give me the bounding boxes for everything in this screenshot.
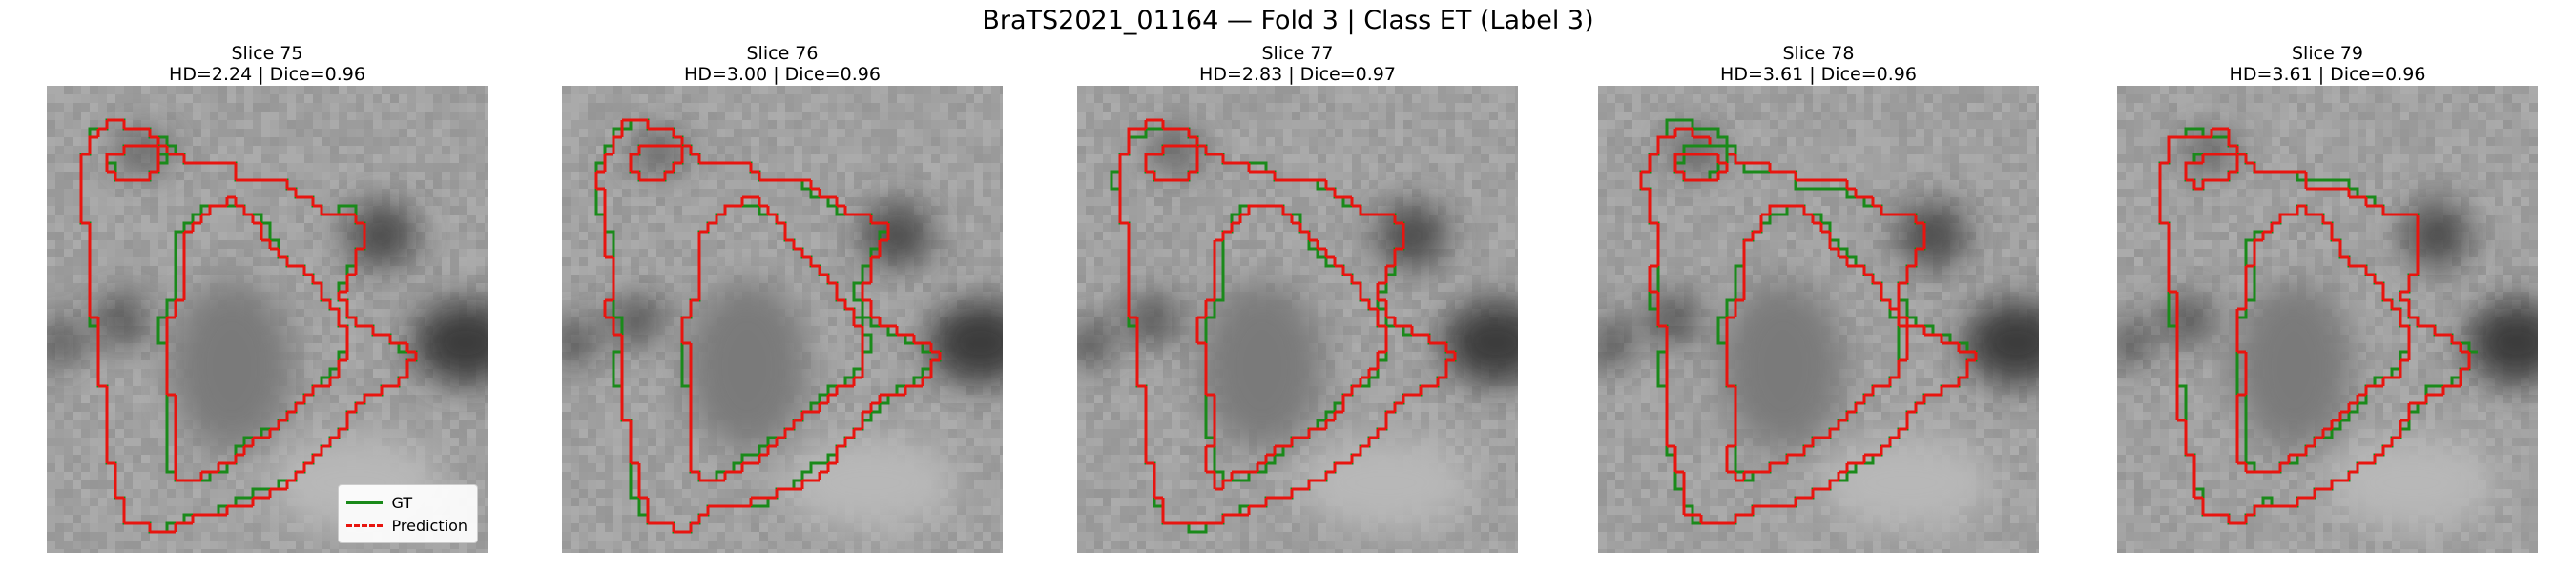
- mri-overlay: [1077, 86, 1518, 553]
- mri-slice-image: [2117, 86, 2538, 553]
- prediction-contour-outer: [1118, 118, 1457, 525]
- prediction-contour-satellite: [2184, 153, 2239, 191]
- slice-metrics: HD=3.61 | Dice=0.96: [1720, 64, 1917, 85]
- legend-entry-prediction: Prediction: [345, 514, 467, 537]
- prediction-contour-inner: [2235, 204, 2411, 474]
- slice-label: Slice 79: [2292, 43, 2363, 64]
- legend-label-prediction: Prediction: [391, 516, 467, 535]
- legend-swatch-gt: [345, 500, 383, 504]
- prediction-contour-inner: [1725, 204, 1909, 482]
- slice-label: Slice 77: [1261, 43, 1334, 64]
- mri-overlay: [1598, 86, 2039, 553]
- prediction-contour-satellite: [1673, 153, 1729, 182]
- slice-label: Slice 76: [746, 43, 819, 64]
- prediction-contour-outer: [2158, 127, 2471, 525]
- slice-metrics: HD=2.24 | Dice=0.96: [169, 64, 365, 85]
- legend-swatch-prediction: [345, 523, 383, 527]
- prediction-contour-outer: [1639, 127, 1978, 525]
- slice-label: Slice 78: [1782, 43, 1855, 64]
- mri-slice-image: [562, 86, 1003, 553]
- slice-metrics: HD=2.83 | Dice=0.97: [1199, 64, 1396, 85]
- prediction-contour-inner: [680, 195, 864, 482]
- legend: GT Prediction: [337, 484, 478, 543]
- prediction-contour-satellite: [105, 144, 160, 182]
- mri-slice-image: GT Prediction: [47, 86, 488, 553]
- prediction-contour-outer: [79, 118, 418, 534]
- mri-slice-image: [1077, 86, 1518, 553]
- mri-overlay: [562, 86, 1003, 553]
- prediction-contour-satellite: [1144, 144, 1199, 182]
- mri-overlay: [47, 86, 488, 553]
- figure-title: BraTS2021_01164 — Fold 3 | Class ET (Lab…: [982, 6, 1594, 35]
- slice-metrics: HD=3.61 | Dice=0.96: [2229, 64, 2426, 85]
- slice-label: Slice 75: [231, 43, 303, 64]
- prediction-contour-inner: [165, 195, 349, 482]
- slice-metrics: HD=3.00 | Dice=0.96: [684, 64, 881, 85]
- legend-label-gt: GT: [391, 493, 413, 512]
- prediction-contour-inner: [1195, 204, 1388, 491]
- mri-slice-image: [1598, 86, 2039, 553]
- legend-entry-gt: GT: [345, 491, 467, 514]
- mri-overlay: [2117, 86, 2538, 553]
- prediction-contour-outer: [594, 118, 942, 534]
- prediction-contour-satellite: [629, 144, 684, 182]
